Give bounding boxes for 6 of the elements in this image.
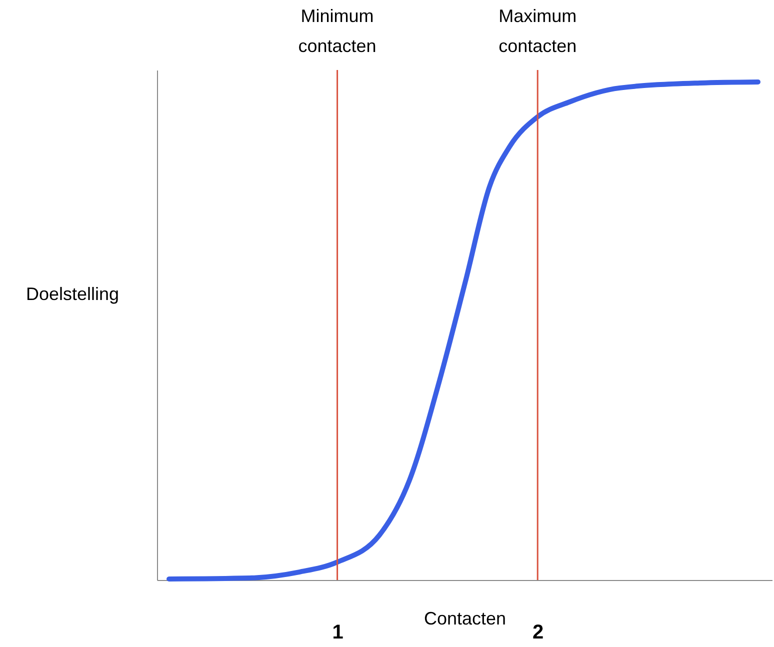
- ref-line-label: Maximum contacten: [498, 6, 577, 56]
- x-tick-label: 1: [332, 622, 344, 644]
- x-axis-title: Contacten: [424, 608, 506, 628]
- y-axis-title: Doelstelling: [26, 284, 120, 304]
- x-tick-label: 2: [532, 622, 544, 644]
- ref-line-label: Minimum contacten: [298, 6, 376, 56]
